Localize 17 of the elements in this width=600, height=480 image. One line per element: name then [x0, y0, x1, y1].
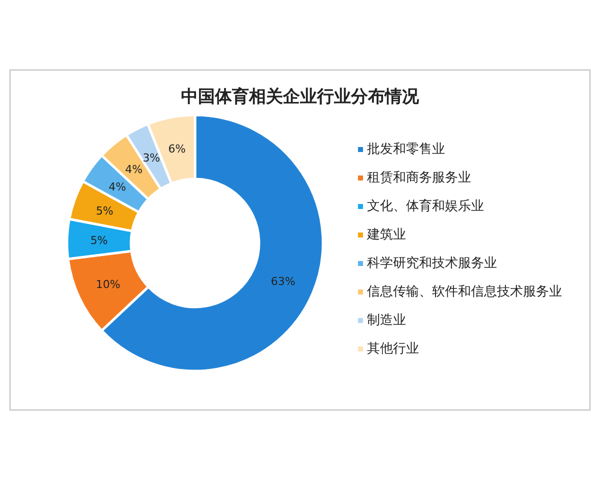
data-label: 4% [125, 163, 143, 176]
legend-label: 建筑业 [366, 228, 406, 242]
data-label: 5% [96, 204, 114, 218]
legend-label: 文化、体育和娱乐业 [367, 198, 484, 214]
data-label: 3% [142, 151, 160, 164]
data-label: 5% [90, 234, 108, 247]
legend-label: 其他行业 [367, 342, 419, 356]
data-label: 6% [168, 142, 186, 156]
legend-label: 批发和零售业 [367, 142, 445, 157]
data-label: 63% [270, 275, 296, 288]
legend-label: 租赁和商务服务业 [367, 170, 471, 186]
legend-label: 信息传输、软件和信息技术服务业 [367, 284, 562, 300]
data-label: 4% [108, 180, 126, 194]
chart-title: 中国体育相关企业行业分布情况 [181, 86, 420, 107]
data-label: 10% [96, 278, 120, 291]
legend-label: 科学研究和技术服务业 [367, 256, 497, 271]
legend-label: 制造业 [367, 313, 406, 328]
